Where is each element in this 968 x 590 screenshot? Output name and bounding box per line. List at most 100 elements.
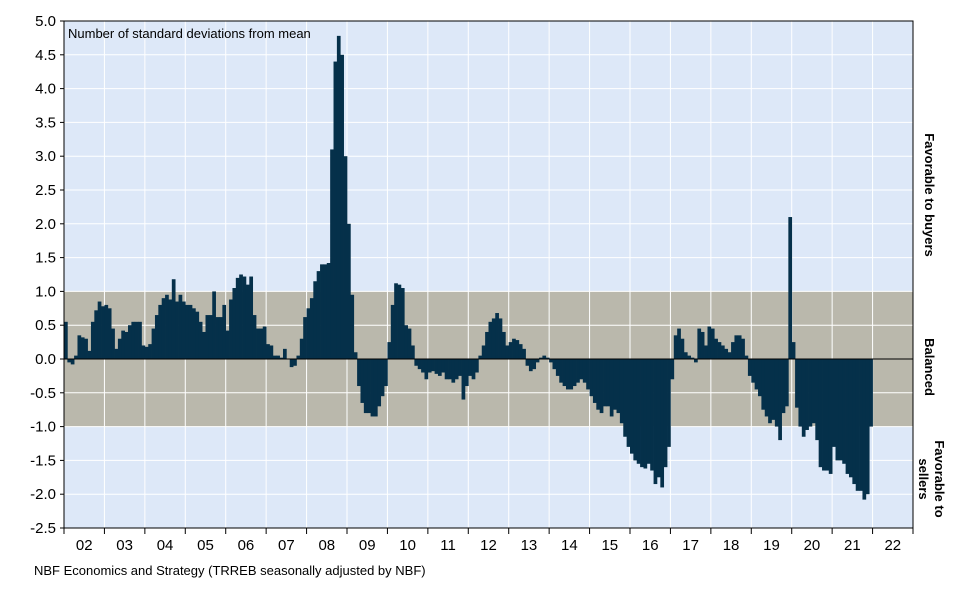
bar — [208, 315, 213, 359]
bar — [441, 359, 446, 373]
bar — [269, 345, 274, 359]
bar — [704, 345, 708, 359]
bar — [205, 315, 210, 359]
bar — [737, 335, 742, 359]
bar — [148, 344, 152, 359]
bar — [505, 345, 510, 359]
bar — [256, 328, 260, 359]
bar — [619, 359, 624, 424]
bar — [498, 318, 503, 359]
bar — [747, 359, 752, 376]
bar — [788, 217, 793, 359]
bar — [235, 277, 240, 359]
bar — [185, 304, 190, 359]
y-tick-label: 0.0 — [35, 351, 56, 368]
bar — [377, 359, 382, 407]
bar — [761, 359, 766, 410]
bar — [539, 357, 543, 359]
bar — [690, 357, 695, 359]
bar — [414, 359, 419, 366]
bar — [333, 61, 338, 360]
bar — [397, 284, 402, 359]
bar — [633, 359, 638, 461]
bar — [694, 359, 698, 363]
bar — [768, 359, 772, 424]
bar — [448, 359, 452, 380]
bar — [212, 291, 216, 359]
bar — [528, 359, 533, 372]
bar — [437, 359, 442, 376]
bar — [181, 301, 186, 359]
bar — [373, 359, 378, 417]
x-tick-label: 03 — [116, 537, 133, 554]
bar — [350, 294, 355, 359]
x-tick-label: 12 — [480, 537, 497, 554]
bar — [144, 346, 149, 359]
x-tick-label: 21 — [844, 537, 861, 554]
bar — [825, 359, 830, 471]
bar — [461, 359, 466, 400]
bar — [407, 328, 412, 359]
bar — [724, 348, 729, 359]
bar — [471, 359, 476, 380]
y-tick-label: -1.5 — [30, 452, 56, 469]
y-tick-label: 4.0 — [35, 81, 56, 98]
bar — [114, 348, 119, 359]
bar — [454, 359, 459, 380]
bar — [801, 359, 806, 437]
bar — [771, 359, 776, 420]
bar — [569, 359, 574, 390]
bar — [370, 359, 375, 417]
x-tick-label: 07 — [278, 537, 295, 554]
bar — [444, 359, 449, 380]
bar — [559, 359, 563, 383]
x-tick-label: 13 — [521, 537, 538, 554]
y-tick-label: 3.0 — [35, 148, 56, 165]
y-tick-label: 1.5 — [35, 250, 56, 267]
bar — [464, 359, 469, 387]
bar — [700, 331, 705, 359]
bar — [845, 359, 850, 474]
bar — [80, 337, 85, 359]
bar — [77, 335, 82, 359]
bar — [357, 359, 361, 387]
bar — [626, 359, 631, 447]
x-tick-label: 02 — [76, 537, 93, 554]
bar — [640, 359, 644, 468]
bar — [646, 359, 651, 464]
bar — [751, 359, 756, 383]
bar — [421, 359, 425, 373]
y-tick-label: -2.0 — [30, 486, 56, 503]
x-tick-label: 11 — [440, 537, 456, 554]
bar — [427, 359, 432, 373]
bar — [758, 359, 762, 397]
bar — [111, 328, 115, 359]
bar — [299, 338, 304, 359]
bar — [599, 359, 604, 414]
bar — [650, 359, 654, 471]
bar — [276, 355, 280, 359]
bar — [232, 288, 237, 359]
bar — [70, 359, 75, 365]
bar — [822, 359, 826, 471]
bar — [781, 359, 786, 414]
bar — [168, 299, 173, 359]
bar — [764, 359, 769, 417]
gridlines — [64, 21, 913, 528]
bar — [293, 359, 297, 366]
bar — [188, 304, 193, 359]
bar — [535, 359, 540, 363]
x-tick-label: 04 — [157, 537, 174, 554]
bar — [289, 359, 294, 368]
bar — [572, 359, 577, 387]
bar — [431, 359, 435, 372]
x-tick-label: 14 — [561, 537, 578, 554]
bar — [245, 284, 250, 359]
bar — [101, 306, 105, 359]
bar — [488, 321, 493, 359]
bar — [353, 352, 358, 359]
bar — [805, 359, 809, 430]
bar — [710, 328, 715, 359]
bar — [778, 359, 782, 441]
bar — [579, 359, 584, 380]
